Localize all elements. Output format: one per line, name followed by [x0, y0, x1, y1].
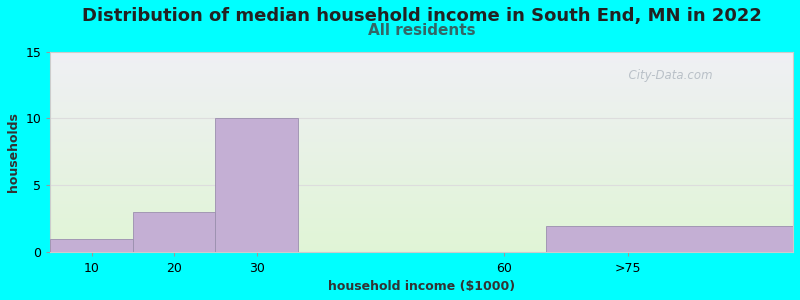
Text: All residents: All residents	[368, 22, 475, 38]
Text: City-Data.com: City-Data.com	[621, 69, 713, 82]
X-axis label: household income ($1000): household income ($1000)	[328, 280, 515, 293]
Bar	[50, 239, 133, 253]
Bar	[133, 212, 215, 253]
Bar	[215, 118, 298, 253]
Bar	[546, 226, 793, 253]
Title: Distribution of median household income in South End, MN in 2022: Distribution of median household income …	[82, 7, 762, 25]
Y-axis label: households: households	[7, 112, 20, 192]
